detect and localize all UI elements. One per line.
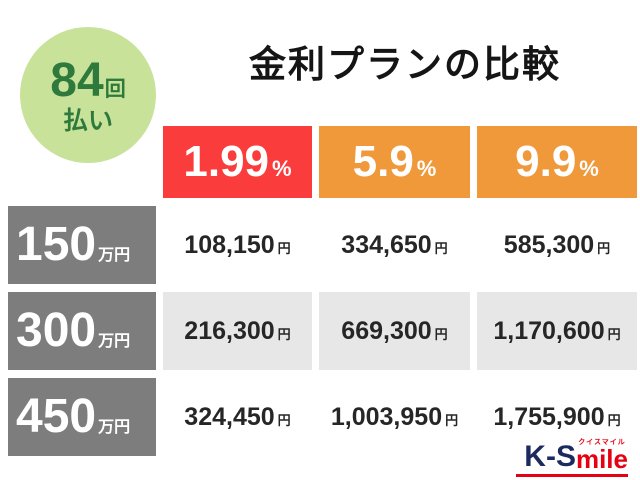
table-cell: 585,300 円 (477, 206, 637, 284)
rate-value: 9.9 (515, 137, 577, 186)
rate-header-2: 5.9% (319, 126, 470, 198)
amount-value: 450 (16, 390, 97, 443)
logo-text-ks: K-S (524, 440, 576, 473)
logo-text-mile: mile (575, 444, 628, 474)
logo-ruby-text: クイスマイル (578, 439, 626, 446)
row-header-150: 150 万円 (8, 206, 156, 284)
payment-value: 216,300 (184, 316, 275, 345)
rate-unit: % (579, 156, 599, 181)
payment-count: 84 回 (50, 53, 126, 107)
amount-value: 150 (16, 218, 97, 271)
yen-unit: 円 (607, 326, 621, 342)
yen-unit: 円 (445, 412, 459, 428)
rate-unit: % (416, 156, 437, 181)
comparison-table: 1.99% 5.9% 9.9% 150 万円 108,150 円 334 (8, 126, 637, 456)
payment-count-badge: 84 回 払い (20, 27, 156, 163)
rate-value: 1.99 (183, 137, 270, 186)
amount-unit: 万円 (98, 419, 131, 436)
yen-unit: 円 (434, 326, 448, 342)
table-cell: 334,650 円 (319, 206, 470, 284)
table-cell: 108,150 円 (163, 206, 312, 284)
table-cell: 216,300 円 (163, 292, 312, 370)
rate-value: 5.9 (352, 137, 414, 186)
row-header-300: 300 万円 (8, 292, 156, 370)
payment-value: 324,450 (184, 402, 275, 431)
amount-unit: 万円 (98, 247, 131, 264)
payment-value: 1,170,600 (493, 316, 605, 345)
ksmile-logo: K-S クイスマイル mile (516, 439, 628, 477)
amount-value: 300 (16, 304, 97, 357)
payment-value: 669,300 (341, 316, 432, 345)
payment-label: 払い (62, 106, 113, 135)
table-cell: 1,170,600 円 (477, 292, 637, 370)
payment-value: 108,150 (184, 230, 275, 259)
yen-unit: 円 (277, 326, 291, 342)
yen-unit: 円 (597, 240, 611, 256)
logo-underline (516, 474, 628, 477)
table-cell: 1,755,900 円 (477, 378, 637, 456)
table-cell: 669,300 円 (319, 292, 470, 370)
rate-header-1: 1.99% (163, 126, 312, 198)
payment-value: 585,300 (503, 230, 595, 259)
payment-value: 1,755,900 (493, 402, 605, 431)
yen-unit: 円 (607, 412, 621, 428)
yen-unit: 円 (434, 240, 448, 256)
payment-count-number: 84 (50, 53, 104, 107)
row-header-450: 450 万円 (8, 378, 156, 456)
table-cell: 1,003,950 円 (319, 378, 470, 456)
amount-unit: 万円 (98, 333, 131, 350)
table-cell: 324,450 円 (163, 378, 312, 456)
payment-value: 1,003,950 (330, 402, 443, 431)
table-corner-cell (8, 126, 156, 198)
payment-value: 334,650 (341, 230, 432, 259)
rate-unit: % (272, 156, 292, 181)
yen-unit: 円 (277, 412, 291, 428)
yen-unit: 円 (277, 240, 291, 256)
rate-header-3: 9.9% (477, 126, 637, 198)
payment-count-unit: 回 (104, 77, 126, 101)
page-title: 金利プランの比較 (249, 44, 561, 85)
